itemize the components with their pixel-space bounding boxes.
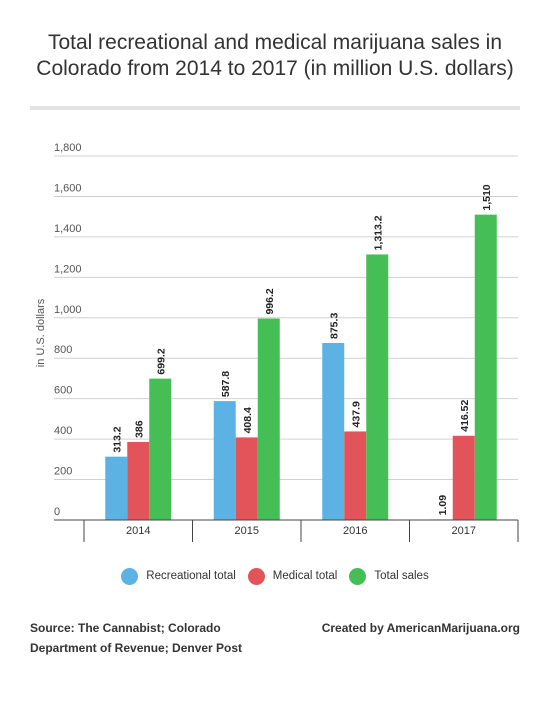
bar-medical-total[interactable] [127,441,150,520]
legend: Recreational total Medical total Total s… [0,566,550,586]
y-tick-label: 600 [54,385,72,397]
bar-recreational-total[interactable] [105,456,128,520]
legend-item-medical[interactable]: Medical total [247,567,338,585]
bar-total-sales[interactable] [474,214,497,520]
bar-medical-total[interactable] [235,437,258,520]
x-tick-label: 2014 [126,525,150,537]
bar-value-label: 1,313.2 [372,215,384,250]
y-axis-ticks: 0 200 400 600 800 1,000 1,200 1,400 1,600 1,800 [54,142,82,518]
x-tick-label: 2016 [343,525,367,537]
bar-value-label: 1,510 [481,184,493,210]
bar-value-label: 386 [133,420,145,438]
title-divider [30,106,520,110]
y-tick-label: 1,000 [54,304,82,316]
y-tick-label: 1,600 [54,182,82,194]
gridlines [54,155,518,481]
bar-value-label: 587.8 [220,371,232,397]
bar-value-label: 437.9 [350,401,362,427]
credit-note: Created by AmericanMarijuana.org [321,621,520,635]
legend-label-recreational: Recreational total [146,570,236,582]
bar-medical-total[interactable] [344,431,367,520]
bar-total-sales[interactable] [366,254,389,520]
y-tick-label: 1,200 [54,263,82,275]
bar-recreational-total[interactable] [322,342,345,520]
x-tick-label: 2015 [235,525,259,537]
bar-value-label: 408.4 [242,407,254,433]
legend-swatch-medical [247,567,265,585]
legend-swatch-total [349,567,367,585]
x-tick-label: 2017 [452,525,476,537]
bar-value-label: 699.2 [155,348,167,374]
bar-value-label: 875.3 [328,313,340,339]
bar-value-label: 996.2 [264,288,276,314]
y-tick-label: 400 [54,425,72,437]
bar-value-label: 1.09 [437,495,449,516]
chart-title: Total recreational and medical marijuana… [36,31,514,80]
y-tick-label: 800 [54,344,72,356]
bar-medical-total[interactable] [452,435,475,520]
bar-recreational-total[interactable] [213,401,236,520]
legend-label-medical: Medical total [272,570,338,582]
source-note: Source: The Cannabist; Colorado Departme… [30,621,243,655]
y-tick-label: 1,800 [54,142,82,154]
y-tick-label: 200 [54,466,72,478]
bar-value-labels: 313.2 386 699.2 587.8 408.4 996.2 875.3 437.9 1,… [111,184,493,515]
y-axis-label: in U.S. dollars [35,298,47,367]
bar-value-label: 313.2 [111,426,123,452]
legend-item-recreational[interactable]: Recreational total [121,567,236,585]
legend-item-total[interactable]: Total sales [349,567,429,585]
bars [105,214,497,520]
bar-total-sales[interactable] [149,378,172,520]
legend-label-total: Total sales [374,570,429,582]
y-tick-label: 0 [54,506,60,518]
y-tick-label: 1,400 [54,223,82,235]
bar-total-sales[interactable] [257,318,280,520]
legend-swatch-recreational [121,567,139,585]
bar-value-label: 416.52 [459,399,471,431]
x-axis: 2014 2015 2016 2017 [54,519,519,542]
